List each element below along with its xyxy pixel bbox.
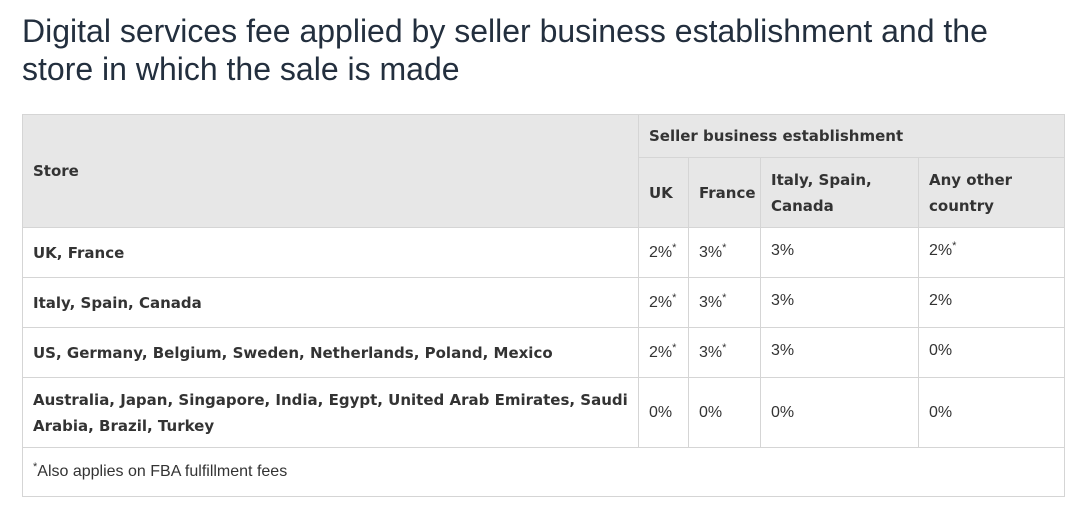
table-row: UK, France 2%* 3%* 3% 2%*: [22, 227, 1066, 278]
fee-cell: 3%: [760, 277, 919, 328]
fee-value: 2%: [649, 243, 673, 261]
footnote-mark: *: [722, 241, 727, 254]
fee-cell: 0%: [688, 377, 761, 448]
fee-value: 3%: [771, 242, 795, 259]
fee-value: 2%: [929, 242, 953, 259]
fee-value: 2%: [649, 293, 673, 311]
store-header: Store: [22, 114, 639, 228]
fee-value: 3%: [699, 293, 723, 311]
fee-cell: 3%: [760, 327, 919, 378]
fee-cell: 2%*: [638, 327, 689, 378]
column-header: France: [688, 157, 761, 228]
fee-cell: 2%*: [917, 227, 1066, 278]
fee-cell: 2%: [917, 277, 1066, 328]
fee-value: 2%: [929, 292, 953, 309]
fee-value: 0%: [699, 403, 723, 421]
fee-value: 3%: [699, 343, 723, 361]
fee-cell: 3%*: [688, 327, 761, 378]
fee-table: Store Seller business establishment UK F…: [21, 114, 1066, 497]
store-cell: US, Germany, Belgium, Sweden, Netherland…: [22, 327, 639, 378]
column-header: UK: [638, 157, 689, 228]
seller-establishment-header: Seller business establishment: [637, 114, 1066, 158]
fee-cell: 3%*: [688, 277, 761, 328]
fee-cell: 3%*: [688, 227, 761, 278]
fee-value: 0%: [771, 403, 795, 421]
footnote-mark: *: [672, 341, 677, 354]
footnote-mark: *: [672, 241, 677, 254]
footnote-row: *Also applies on FBA fulfillment fees: [21, 447, 1066, 497]
fee-cell: 3%: [760, 227, 919, 278]
store-cell: UK, France: [22, 227, 639, 278]
footnote-mark: *: [952, 240, 957, 252]
fee-cell: 0%: [917, 377, 1066, 448]
fee-cell: 0%: [638, 377, 689, 448]
footnote: *Also applies on FBA fulfillment fees: [21, 447, 1066, 497]
table-row: Italy, Spain, Canada 2%* 3%* 3% 2%: [22, 277, 1066, 328]
column-header: Any other country: [917, 157, 1066, 228]
table-row: Australia, Japan, Singapore, India, Egyp…: [22, 377, 1066, 448]
store-cell: Australia, Japan, Singapore, India, Egyp…: [22, 377, 639, 448]
footnote-mark: *: [722, 291, 727, 304]
fee-value: 3%: [771, 292, 795, 309]
fee-value: 3%: [699, 243, 723, 261]
fee-value: 3%: [771, 342, 795, 359]
fee-value: 0%: [929, 342, 953, 359]
fee-cell: 2%*: [638, 227, 689, 278]
page-title: Digital services fee applied by seller b…: [22, 13, 988, 87]
fee-value: 0%: [649, 403, 673, 421]
table-row: US, Germany, Belgium, Sweden, Netherland…: [22, 327, 1066, 378]
fee-cell: 0%: [917, 327, 1066, 378]
fee-value: 2%: [649, 343, 673, 361]
fee-cell: 2%*: [638, 277, 689, 328]
fee-cell: 0%: [760, 377, 919, 448]
footnote-mark: *: [722, 341, 727, 354]
footnote-mark: *: [672, 291, 677, 304]
column-header: Italy, Spain, Canada: [760, 157, 919, 228]
store-cell: Italy, Spain, Canada: [22, 277, 639, 328]
fee-value: 0%: [929, 403, 953, 421]
